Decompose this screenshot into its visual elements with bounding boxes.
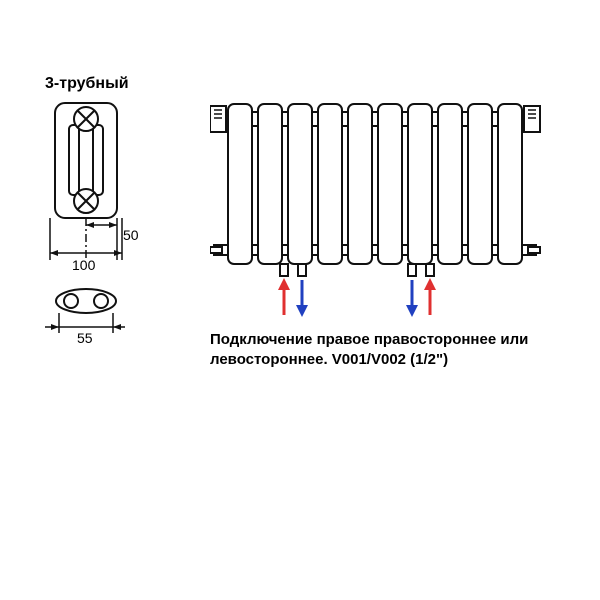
connection-caption: Подключение правое правостороннее или ле… — [210, 330, 550, 371]
radiator-sections-group — [228, 104, 522, 264]
radiator-section-top-diagram: 55 — [45, 285, 195, 365]
radiator-assembly-diagram — [210, 100, 570, 330]
flow-arrows-left — [278, 278, 308, 317]
dim-50: 50 — [123, 227, 139, 243]
caption-line1: Подключение правое правостороннее — [210, 331, 496, 348]
title-tube-type: 3-трубный — [45, 75, 129, 93]
flow-arrows-right — [406, 278, 436, 317]
dim-100: 100 — [72, 257, 96, 273]
dim-55: 55 — [77, 330, 93, 346]
radiator-section-front-diagram: 50 100 — [45, 95, 195, 295]
